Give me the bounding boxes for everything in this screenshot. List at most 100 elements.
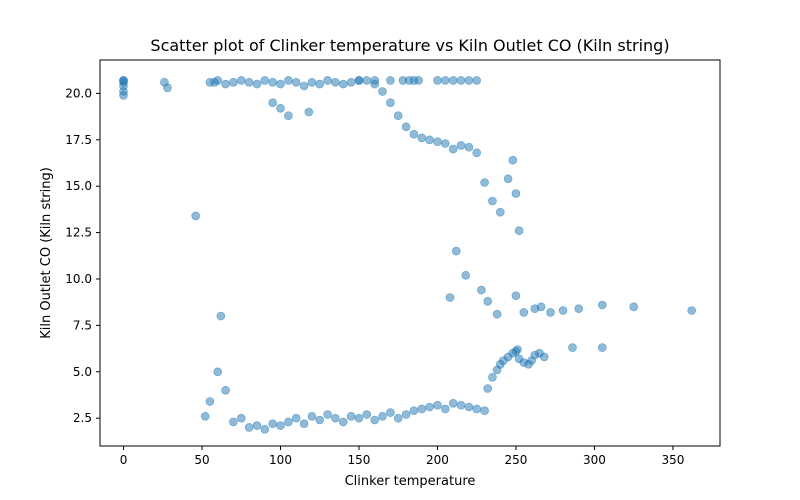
scatter-point [362,410,372,419]
scatter-point [331,78,340,87]
scatter-point [386,408,395,417]
x-tick-label: 250 [504,453,527,467]
scatter-point [483,384,493,393]
scatter-point [221,385,230,395]
scatter-point [378,87,387,96]
scatter-point [568,343,577,352]
scatter-point [456,76,466,85]
scatter-point [503,174,513,184]
scatter-point [237,413,246,423]
scatter-point [216,311,226,321]
scatter-point [480,406,489,416]
scatter-point [425,135,434,145]
scatter-point [393,413,403,423]
scatter-point [597,300,607,310]
scatter-point [448,76,458,85]
scatter-point [514,226,524,235]
scatter-point [464,76,474,85]
scatter-point [354,76,364,85]
scatter-point [558,306,568,315]
scatter-point [511,189,521,198]
scatter-point [284,417,293,427]
scatter-point [213,76,222,85]
scatter-point [338,79,348,89]
scatter-point [252,79,262,89]
scatter-point [291,413,301,423]
x-axis-label: Clinker temperature [345,474,476,489]
scatter-point [221,79,230,89]
scatter-point [495,207,505,217]
scatter-point [414,76,423,85]
scatter-point [456,141,466,150]
scatter-point [378,411,387,421]
scatter-point [205,397,215,406]
scatter-point [244,423,254,432]
scatter-point [346,411,356,421]
scatter-point [492,309,502,319]
scatter-point [464,142,474,152]
x-tick-label: 50 [194,453,209,467]
x-tick-label: 100 [269,453,292,467]
y-tick-label: 17.5 [65,133,92,147]
scatter-point [244,78,254,87]
scatter-point [464,402,474,412]
scatter-point [417,133,427,143]
scatter-point [268,78,278,87]
y-tick-label: 20.0 [65,86,92,100]
scatter-point [448,144,458,154]
x-tick-label: 300 [583,453,606,467]
scatter-point [461,270,471,280]
x-tick-label: 350 [661,453,684,467]
scatter-point [472,404,482,414]
scatter-point [276,421,285,430]
scatter-point [252,421,262,430]
scatter-point [362,76,372,85]
scatter-point [472,76,482,85]
y-tick-label: 10.0 [65,272,92,286]
scatter-point [433,137,442,146]
scatter-point [276,104,285,113]
scatter-point [425,402,434,412]
scatter-point [477,285,486,295]
chart-title: Scatter plot of Clinker temperature vs K… [150,36,669,55]
scatter-point [315,79,325,89]
scatter-point [440,404,450,414]
scatter-point [433,76,442,85]
scatter-point [284,111,293,120]
scatter-point [370,76,380,85]
scatter-point [687,306,697,315]
x-tick-label: 200 [426,453,449,467]
scatter-point [299,81,309,91]
scatter-point [213,367,222,377]
scatter-point [370,415,380,425]
scatter-point [315,415,325,425]
scatter-point [386,76,395,85]
scatter-point [291,78,301,87]
scatter-points [119,76,697,434]
scatter-point [401,122,411,132]
y-tick-label: 2.5 [73,411,92,425]
scatter-point [260,76,270,85]
scatter-point [488,372,497,382]
scatter-point [409,406,419,416]
scatter-point [519,308,529,317]
scatter-point [304,107,314,117]
scatter-point [440,76,450,85]
scatter-point [200,411,210,421]
scatter-point [307,411,317,421]
scatter-point [331,413,340,423]
scatter-point [513,345,522,354]
scatter-point [488,196,497,206]
scatter-point [354,413,364,423]
scatter-point [480,178,489,187]
scatter-point [307,78,317,87]
y-axis-ticks: 2.5 5.0 7.5 10.0 12.5 15.0 17.5 20.0 [65,86,100,425]
scatter-point [191,211,200,221]
plot-frame [99,59,721,447]
scatter-point [483,296,493,306]
y-tick-label: 12.5 [65,226,92,240]
scatter-point [163,83,172,93]
scatter-point [401,410,411,419]
y-tick-label: 5.0 [73,365,92,379]
